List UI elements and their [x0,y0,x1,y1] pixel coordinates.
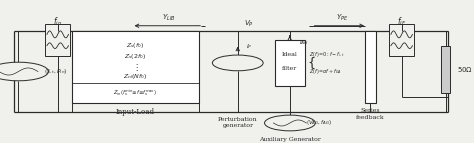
Text: $(V_{AG}, f_{AG})$: $(V_{AG}, f_{AG})$ [306,119,332,127]
Text: $V_P$: $V_P$ [244,18,254,29]
Text: $Z_s(f_0)$: $Z_s(f_0)$ [126,41,144,49]
Text: $(f_{i,t}, P_{in})$: $(f_{i,t}, P_{in})$ [44,67,67,76]
Circle shape [0,62,48,81]
Text: $f_{IF}$: $f_{IF}$ [397,15,406,28]
Text: $Z_s(2f_0)$: $Z_s(2f_0)$ [124,52,146,61]
Text: Perturbation: Perturbation [218,117,257,122]
Text: $\{$: $\{$ [307,55,316,71]
Text: $Z(f)\!=\!\alpha f \div f_{GA}$: $Z(f)\!=\!\alpha f \div f_{GA}$ [310,67,342,76]
Text: $I_P$: $I_P$ [246,42,253,51]
Bar [441,46,450,93]
Text: filter: filter [282,66,297,71]
Text: $Y_{PE}$: $Y_{PE}$ [337,13,349,23]
Text: $Z_{in}(f_s^{min}\!\leq\!f\!\leq\!f_s^{max})$: $Z_{in}(f_s^{min}\!\leq\!f\!\leq\!f_s^{m… [113,88,157,98]
Text: $Z_{nl}(Nf_0)$: $Z_{nl}(Nf_0)$ [123,72,147,81]
Text: $Z(f)\!=\!0: f - f_{i,t}$: $Z(f)\!=\!0: f - f_{i,t}$ [310,50,345,58]
Circle shape [212,55,263,71]
Text: $f_{in}$: $f_{in}$ [53,15,62,28]
Text: $50\Omega$: $50\Omega$ [457,65,473,74]
Text: Auxiliary Generator: Auxiliary Generator [259,137,321,142]
Bar [45,24,71,56]
Text: $Y_{LIB}$: $Y_{LIB}$ [162,13,175,23]
Text: generator: generator [222,123,253,128]
Text: $I_{AG}$: $I_{AG}$ [299,38,309,47]
Text: feedback: feedback [356,115,385,120]
Bar [365,31,376,103]
Text: Input-Load: Input-Load [116,108,155,116]
Bar [389,24,414,56]
Text: Ideal: Ideal [282,52,298,57]
Bar [72,31,199,103]
Bar [275,40,305,86]
Text: $\vdots$: $\vdots$ [132,62,138,73]
Text: Series: Series [361,108,380,113]
Circle shape [264,115,315,131]
